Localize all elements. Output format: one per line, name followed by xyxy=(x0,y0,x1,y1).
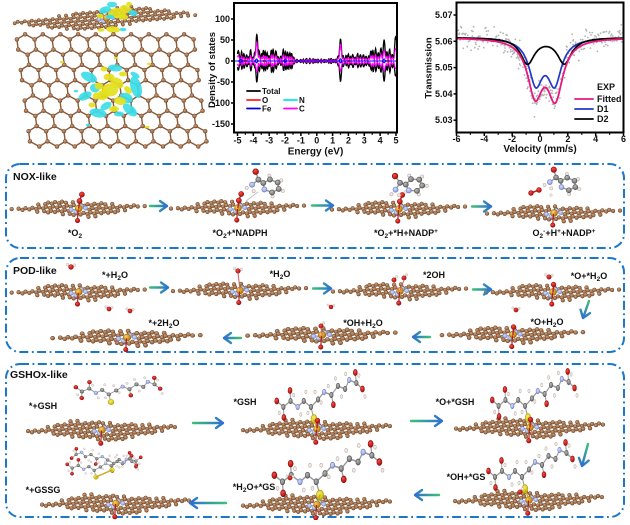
svg-text:5.07: 5.07 xyxy=(435,10,453,20)
svg-text:EXP: EXP xyxy=(597,82,615,92)
svg-text:5.06: 5.06 xyxy=(435,36,453,46)
svg-text:D2: D2 xyxy=(597,114,609,124)
svg-text:-1: -1 xyxy=(297,136,305,146)
svg-text:100: 100 xyxy=(215,14,230,24)
svg-text:5: 5 xyxy=(393,136,398,146)
svg-text:*+2H2​O: *+2H2​O xyxy=(149,318,180,330)
svg-text:*+H2​O: *+H2​O xyxy=(102,270,128,282)
svg-text:0: 0 xyxy=(537,134,542,144)
svg-text:O: O xyxy=(262,96,268,105)
svg-text:*O+H2​O: *O+H2​O xyxy=(531,317,564,329)
svg-text:C: C xyxy=(299,105,305,114)
svg-text:Density of states: Density of states xyxy=(207,32,218,108)
svg-text:O2​-​+H+​+NADP+​: O2​-​+H+​+NADP+​ xyxy=(533,228,596,240)
svg-text:4: 4 xyxy=(378,136,383,146)
svg-text:2: 2 xyxy=(346,136,351,146)
svg-text:-150: -150 xyxy=(212,119,230,129)
svg-text:-4: -4 xyxy=(480,134,488,144)
svg-text:N: N xyxy=(299,96,305,105)
svg-text:Energy (eV): Energy (eV) xyxy=(288,147,344,158)
svg-text:*OH+H2​O: *OH+H2​O xyxy=(343,318,382,330)
svg-text:*+GSH: *+GSH xyxy=(29,401,57,411)
svg-text:50: 50 xyxy=(220,35,230,45)
svg-text:Total: Total xyxy=(262,87,281,96)
svg-text:*GSH: *GSH xyxy=(233,397,256,407)
svg-text:-4: -4 xyxy=(249,136,257,146)
svg-text:Fe: Fe xyxy=(262,105,272,114)
svg-text:-6: -6 xyxy=(452,134,460,144)
svg-text:Fitted: Fitted xyxy=(597,94,622,104)
svg-text:*OH+*GS: *OH+*GS xyxy=(447,472,486,482)
svg-text:NOX-like: NOX-like xyxy=(13,171,57,183)
svg-text:3: 3 xyxy=(362,136,367,146)
svg-text:-3: -3 xyxy=(265,136,273,146)
svg-text:*O+*H2​O: *O+*H2​O xyxy=(571,271,607,283)
svg-text:*+GSSG: *+GSSG xyxy=(26,485,61,495)
svg-text:2: 2 xyxy=(565,134,570,144)
svg-text:-5: -5 xyxy=(233,136,241,146)
svg-text:*O2​+*NADPH: *O2​+*NADPH xyxy=(213,228,268,240)
svg-text:*O2​+*H+NADP+​: *O2​+*H+NADP+​ xyxy=(374,228,438,240)
svg-text:0: 0 xyxy=(225,56,230,66)
svg-text:-100: -100 xyxy=(212,98,230,108)
svg-text:*O+*GSH: *O+*GSH xyxy=(436,397,475,407)
svg-text:Transmission: Transmission xyxy=(424,37,435,98)
svg-text:*2OH: *2OH xyxy=(423,270,445,280)
svg-text:4: 4 xyxy=(593,134,598,144)
svg-text:5.03: 5.03 xyxy=(435,115,453,125)
svg-text:5.04: 5.04 xyxy=(435,89,453,99)
svg-text:1: 1 xyxy=(330,136,335,146)
svg-text:*H2​O: *H2​O xyxy=(270,269,291,281)
svg-text:-2: -2 xyxy=(281,136,289,146)
svg-text:D1: D1 xyxy=(597,104,609,114)
svg-text:*H2​O+*GS: *H2​O+*GS xyxy=(233,482,275,494)
svg-text:-2: -2 xyxy=(508,134,516,144)
svg-text:0: 0 xyxy=(314,136,319,146)
svg-text:-50: -50 xyxy=(217,77,230,87)
svg-text:GSHOx-like: GSHOx-like xyxy=(10,369,68,381)
svg-text:Velocity (mm/s): Velocity (mm/s) xyxy=(503,144,576,155)
svg-text:6: 6 xyxy=(621,134,626,144)
svg-text:5.05: 5.05 xyxy=(435,63,453,73)
svg-text:POD-like: POD-like xyxy=(13,265,57,277)
svg-text:*O2​: *O2​ xyxy=(68,228,83,240)
